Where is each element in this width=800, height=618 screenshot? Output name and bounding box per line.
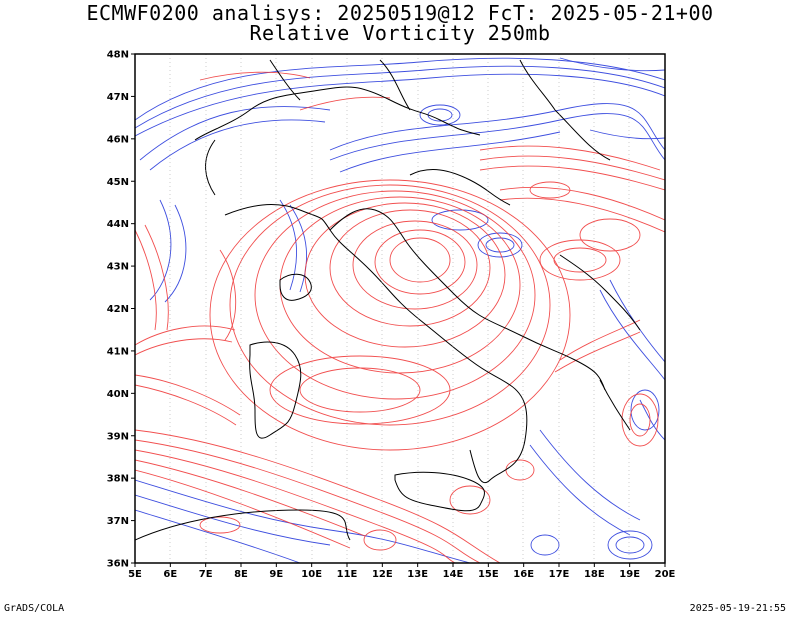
lon-tick-label: 5E <box>128 569 142 580</box>
render-timestamp: 2025-05-19-21:55 <box>689 603 786 614</box>
lon-tick-label: 13E <box>407 569 428 580</box>
lat-tick-label: 45N <box>107 177 129 188</box>
lat-tick-label: 43N <box>107 262 129 273</box>
lon-tick-label: 16E <box>513 569 534 580</box>
lat-tick-label: 42N <box>107 304 129 315</box>
lon-tick-label: 17E <box>549 569 570 580</box>
lat-tick-label: 39N <box>107 431 129 442</box>
lat-tick-label: 47N <box>107 92 129 103</box>
positive-vorticity-contours <box>135 71 665 563</box>
lon-tick-label: 9E <box>269 569 283 580</box>
map-subtitle: Relative Vorticity 250mb <box>249 21 551 45</box>
negative-vorticity-contours <box>135 57 665 563</box>
lon-tick-label: 12E <box>372 569 393 580</box>
lon-tick-label: 14E <box>443 569 464 580</box>
lon-tick-label: 20E <box>655 569 676 580</box>
lat-tick-label: 46N <box>107 134 129 145</box>
lon-tick-label: 7E <box>199 569 213 580</box>
coastlines <box>135 59 641 541</box>
lat-tick-label: 36N <box>107 559 129 570</box>
lon-tick-label: 6E <box>163 569 177 580</box>
lon-tick-label: 15E <box>478 569 499 580</box>
grid-lines <box>169 54 630 563</box>
lat-tick-label: 44N <box>107 219 129 230</box>
lon-tick-label: 10E <box>301 569 322 580</box>
lon-tick-label: 19E <box>619 569 640 580</box>
lat-tick-label: 41N <box>107 346 129 357</box>
longitude-axis: 5E 6E 7E 8E 9E 10E 11E 12E 13E 14E 15E 16E 17E 18E 19E… <box>128 563 676 580</box>
latitude-axis: 48N 47N 46N 45N 44N 43N 42N 41N 40N 39N 38N 37N 36N <box>107 50 135 570</box>
lat-tick-label: 37N <box>107 516 129 527</box>
lon-tick-label: 18E <box>584 569 605 580</box>
lon-tick-label: 11E <box>337 569 358 580</box>
lat-tick-label: 38N <box>107 474 129 485</box>
map-title: ECMWF0200 analisys: 20250519@12 FcT: 202… <box>86 1 714 25</box>
lat-tick-label: 48N <box>107 50 129 61</box>
lat-tick-label: 40N <box>107 389 129 400</box>
software-credit: GrADS/COLA <box>4 603 65 614</box>
lon-tick-label: 8E <box>234 569 248 580</box>
